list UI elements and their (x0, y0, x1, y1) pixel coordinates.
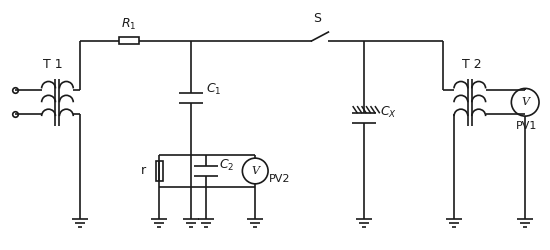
Bar (119, 38, 139, 44)
Text: V: V (251, 166, 259, 176)
Text: T 2: T 2 (462, 58, 482, 70)
Text: T 1: T 1 (43, 58, 62, 70)
Text: $C_2$: $C_2$ (219, 158, 234, 172)
Bar (156, 161, 163, 181)
Text: PV1: PV1 (515, 121, 537, 131)
Text: $R_1$: $R_1$ (122, 17, 137, 32)
Text: $C_1$: $C_1$ (206, 82, 221, 98)
Text: S: S (314, 12, 322, 25)
Text: r: r (141, 164, 146, 177)
Text: V: V (521, 97, 529, 107)
Text: PV2: PV2 (269, 174, 290, 184)
Text: $C_X$: $C_X$ (380, 105, 397, 120)
